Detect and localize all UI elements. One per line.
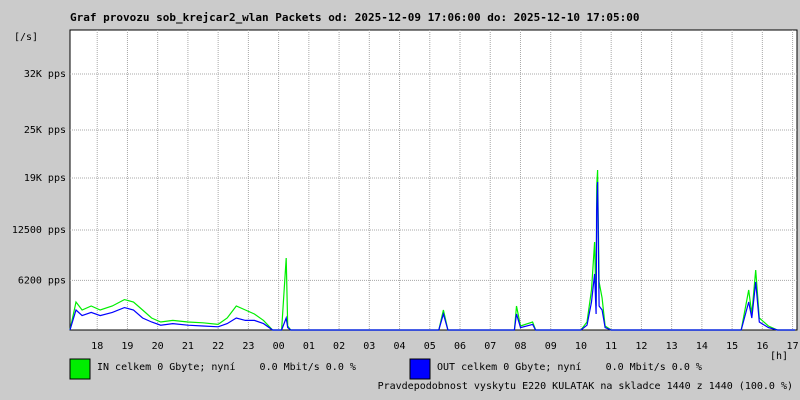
legend-swatch [409, 358, 431, 380]
chart-title: Graf provozu sob_krejcar2_wlan Packets o… [70, 11, 640, 24]
x-tick-label: 12 [635, 341, 647, 352]
x-axis-label: [h] [770, 351, 788, 362]
series-line [69, 181, 795, 331]
x-tick-label: 02 [333, 341, 345, 352]
x-tick-label: 00 [273, 341, 285, 352]
y-tick-label: 6200 pps [18, 275, 66, 286]
footer-note: Pravdepodobnost vyskytu E220 KULATAK na … [378, 381, 793, 392]
x-tick-label: 06 [454, 341, 466, 352]
x-tick-label: 17 [787, 341, 799, 352]
y-tick-label: 19K pps [24, 173, 66, 184]
x-tick-label: 19 [121, 341, 133, 352]
legend-swatch [69, 358, 91, 380]
x-tick-label: 05 [424, 341, 436, 352]
x-tick-label: 01 [303, 341, 315, 352]
x-tick-label: 03 [363, 341, 375, 352]
x-tick-label: 21 [182, 341, 194, 352]
plot-area [69, 29, 798, 331]
x-tick-label: 04 [394, 341, 406, 352]
x-tick-label: 07 [484, 341, 496, 352]
x-tick-label: 23 [242, 341, 254, 352]
x-tick-label: 13 [666, 341, 678, 352]
legend-label: IN celkem 0 Gbyte; nyní 0.0 Mbit/s 0.0 % [97, 361, 356, 373]
y-tick-label: 12500 pps [12, 225, 66, 236]
x-tick-label: 11 [605, 341, 617, 352]
y-tick-label: 32K pps [24, 69, 66, 80]
y-tick-label: 25K pps [24, 125, 66, 136]
x-tick-label: 10 [575, 341, 587, 352]
y-axis-label: [/s] [14, 32, 38, 43]
x-tick-label: 14 [696, 341, 708, 352]
x-tick-label: 22 [212, 341, 224, 352]
x-tick-label: 09 [545, 341, 557, 352]
x-tick-label: 08 [514, 341, 526, 352]
x-tick-label: 16 [756, 341, 768, 352]
legend-label: OUT celkem 0 Gbyte; nyní 0.0 Mbit/s 0.0 … [437, 361, 702, 373]
x-tick-label: 20 [152, 341, 164, 352]
x-tick-label: 18 [91, 341, 103, 352]
x-tick-label: 15 [726, 341, 738, 352]
